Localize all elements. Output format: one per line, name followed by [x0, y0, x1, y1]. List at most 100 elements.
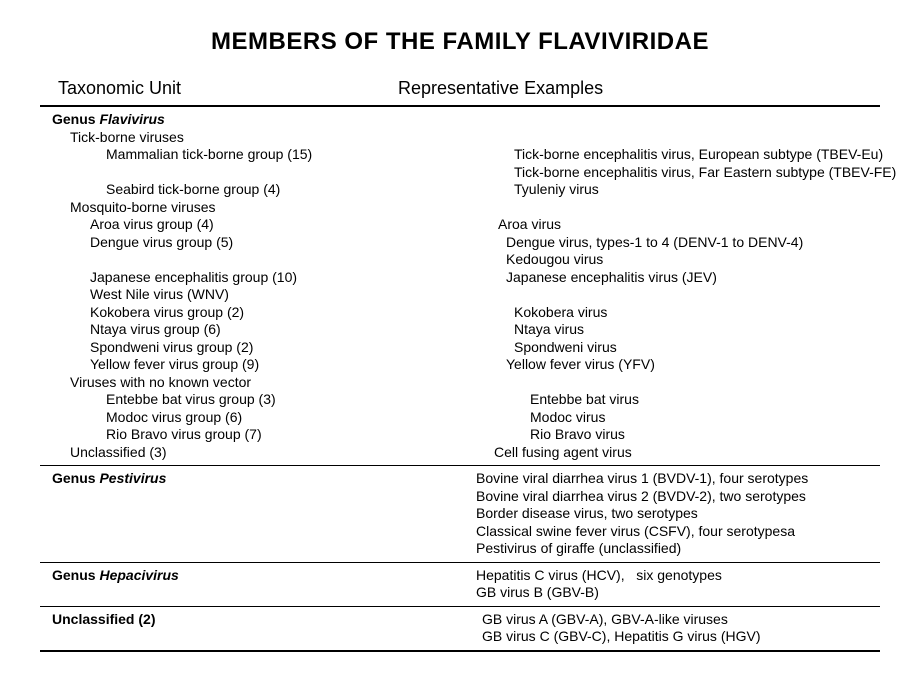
genus-prefix: Genus [52, 470, 99, 486]
example-cell: Cell fusing agent virus [450, 444, 880, 462]
example-cell: Modoc virus [486, 409, 880, 427]
table-row: Yellow fever virus group (9)Yellow fever… [40, 356, 880, 374]
table-row: Bovine viral diarrhea virus 2 (BVDV-2), … [40, 488, 880, 506]
table-row: Spondweni virus group (2)Spondweni virus [40, 339, 880, 357]
taxonomic-cell: Mosquito-borne viruses [40, 199, 450, 217]
genus-name: Pestivirus [99, 470, 166, 486]
page-container: MEMBERS OF THE FAMILY FLAVIVIRIDAE Taxon… [0, 0, 920, 674]
taxonomic-cell [40, 584, 432, 602]
taxonomic-cell: Tick-borne viruses [40, 129, 450, 147]
table-row: Pestivirus of giraffe (unclassified) [40, 540, 880, 558]
genus-label: Genus Pestivirus [40, 470, 432, 488]
example-cell: GB virus B (GBV-B) [432, 584, 880, 602]
taxonomic-cell [40, 505, 432, 523]
table-row: Viruses with no known vector [40, 374, 880, 392]
taxonomic-cell: Yellow fever virus group (9) [40, 356, 470, 374]
genus-prefix: Genus [52, 567, 99, 583]
table-row: Kokobera virus group (2)Kokobera virus [40, 304, 880, 322]
taxonomic-cell: Ntaya virus group (6) [40, 321, 470, 339]
example-cell: Yellow fever virus (YFV) [470, 356, 880, 374]
example-cell [450, 199, 880, 217]
taxonomic-cell: Spondweni virus group (2) [40, 339, 470, 357]
example-cell [450, 374, 880, 392]
table-row: Dengue virus group (5)Dengue virus, type… [40, 234, 880, 252]
table-row: GB virus C (GBV-C), Hepatitis G virus (H… [40, 628, 880, 646]
table-row: Aroa virus group (4)Aroa virus [40, 216, 880, 234]
bottom-rule [40, 650, 880, 652]
taxonomic-cell [40, 540, 432, 558]
example-cell: Tick-borne encephalitis virus, European … [486, 146, 883, 164]
genus-example [432, 111, 880, 129]
taxonomic-cell [40, 164, 486, 182]
example-cell: Bovine viral diarrhea virus 2 (BVDV-2), … [432, 488, 880, 506]
genus-row: Genus PestivirusBovine viral diarrhea vi… [40, 470, 880, 488]
table-row: West Nile virus (WNV) [40, 286, 880, 304]
table-row: Japanese encephalitis group (10)Japanese… [40, 269, 880, 287]
taxonomic-cell: Modoc virus group (6) [40, 409, 486, 427]
genus-example: GB virus A (GBV-A), GBV-A-like viruses [432, 611, 880, 629]
section: Unclassified (2) GB virus A (GBV-A), GBV-… [40, 609, 880, 648]
genus-prefix: Genus [52, 111, 99, 127]
genus-name: Flavivirus [99, 111, 164, 127]
taxonomic-cell: Unclassified (3) [40, 444, 450, 462]
taxonomic-cell: Entebbe bat virus group (3) [40, 391, 486, 409]
table-row: Mosquito-borne viruses [40, 199, 880, 217]
taxonomic-cell [40, 523, 432, 541]
taxonomic-cell: Dengue virus group (5) [40, 234, 470, 252]
example-cell: Entebbe bat virus [486, 391, 880, 409]
header-examples: Representative Examples [398, 78, 880, 99]
taxonomic-cell: Aroa virus group (4) [40, 216, 470, 234]
table-row: Mammalian tick-borne group (15)Tick-born… [40, 146, 880, 164]
taxonomic-cell [40, 628, 432, 646]
table-row: Rio Bravo virus group (7)Rio Bravo virus [40, 426, 880, 444]
example-cell [450, 129, 880, 147]
example-cell [470, 286, 880, 304]
taxonomic-cell: Viruses with no known vector [40, 374, 450, 392]
genus-example: Bovine viral diarrhea virus 1 (BVDV-1), … [432, 470, 880, 488]
table-row: Tick-borne encephalitis virus, Far Easte… [40, 164, 880, 182]
taxonomic-cell: Kokobera virus group (2) [40, 304, 470, 322]
table-row: Classical swine fever virus (CSFV), four… [40, 523, 880, 541]
genus-row: Unclassified (2) GB virus A (GBV-A), GBV-… [40, 611, 880, 629]
example-cell: Pestivirus of giraffe (unclassified) [432, 540, 880, 558]
example-cell: Border disease virus, two serotypes [432, 505, 880, 523]
section-rule [40, 562, 880, 563]
taxonomic-cell: Mammalian tick-borne group (15) [40, 146, 486, 164]
table-row: Kedougou virus [40, 251, 880, 269]
column-headers: Taxonomic Unit Representative Examples [40, 74, 880, 103]
section: Genus PestivirusBovine viral diarrhea vi… [40, 468, 880, 560]
table-row: Modoc virus group (6)Modoc virus [40, 409, 880, 427]
example-cell: Rio Bravo virus [486, 426, 880, 444]
genus-name: Unclassified (2) [52, 611, 155, 627]
example-cell: Tyuleniy virus [486, 181, 880, 199]
example-cell: Japanese encephalitis virus (JEV) [470, 269, 880, 287]
section: Genus FlavivirusTick-borne virusesMammal… [40, 109, 880, 463]
table-row: Unclassified (3)Cell fusing agent virus [40, 444, 880, 462]
section-rule [40, 606, 880, 607]
section: Genus HepacivirusHepatitis C virus (HCV)… [40, 565, 880, 604]
taxonomic-cell [40, 251, 470, 269]
top-rule [40, 105, 880, 107]
example-cell: Kedougou virus [470, 251, 880, 269]
section-rule [40, 465, 880, 466]
sections-container: Genus FlavivirusTick-borne virusesMammal… [40, 109, 880, 648]
table-row: Entebbe bat virus group (3)Entebbe bat v… [40, 391, 880, 409]
table-row: Border disease virus, two serotypes [40, 505, 880, 523]
example-cell: Classical swine fever virus (CSFV), four… [432, 523, 880, 541]
taxonomic-cell: Rio Bravo virus group (7) [40, 426, 486, 444]
genus-row: Genus Flavivirus [40, 111, 880, 129]
genus-label: Unclassified (2) [40, 611, 432, 629]
example-cell: Aroa virus [470, 216, 880, 234]
header-taxonomic: Taxonomic Unit [58, 78, 398, 99]
taxonomic-cell: Japanese encephalitis group (10) [40, 269, 470, 287]
table-row: Ntaya virus group (6)Ntaya virus [40, 321, 880, 339]
genus-label: Genus Hepacivirus [40, 567, 432, 585]
genus-label: Genus Flavivirus [40, 111, 432, 129]
taxonomic-cell [40, 488, 432, 506]
page-title: MEMBERS OF THE FAMILY FLAVIVIRIDAE [40, 28, 880, 56]
table-row: Tick-borne viruses [40, 129, 880, 147]
example-cell: Dengue virus, types-1 to 4 (DENV-1 to DE… [470, 234, 880, 252]
example-cell: GB virus C (GBV-C), Hepatitis G virus (H… [432, 628, 880, 646]
taxonomic-cell: Seabird tick-borne group (4) [40, 181, 486, 199]
genus-name: Hepacivirus [99, 567, 178, 583]
